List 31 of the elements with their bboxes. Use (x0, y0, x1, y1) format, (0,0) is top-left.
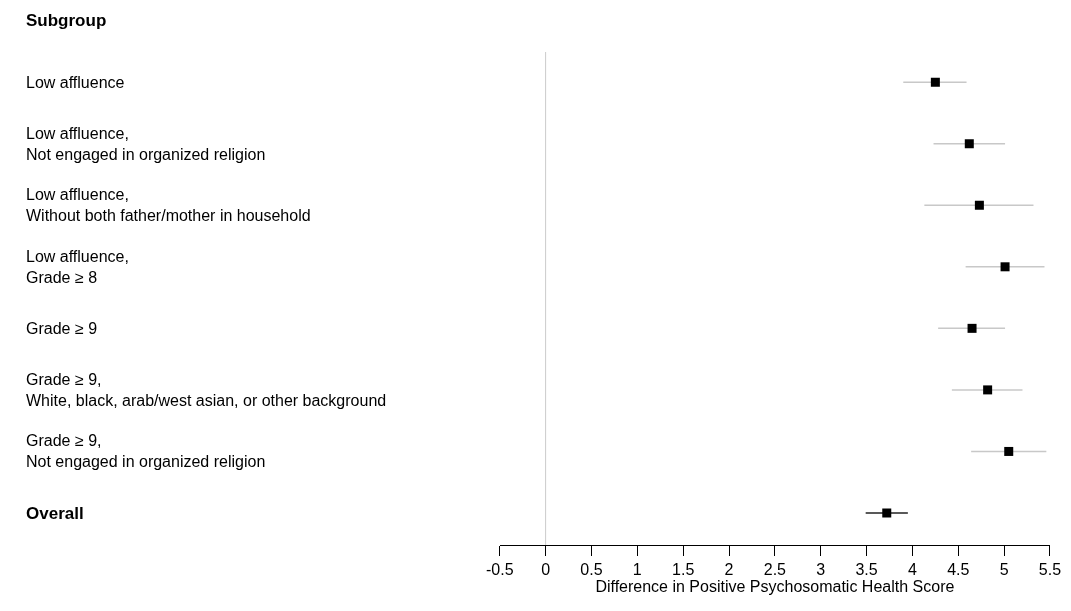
point (983, 385, 993, 395)
y-tick-label: Low affluence, Not engaged in organized religion (26, 125, 266, 163)
x-tick-label: 4 (907, 561, 917, 579)
x-tick-label: 3.5 (855, 561, 878, 579)
point (967, 323, 977, 333)
x-tick-label: 2.5 (763, 561, 787, 579)
point (930, 77, 940, 87)
x-axis-title: Difference in Positive Psychosomatic Health Score (595, 578, 955, 596)
x-tick-label: 5 (999, 561, 1009, 579)
x-tick-label: 1.5 (672, 561, 695, 579)
point (974, 200, 984, 210)
point (964, 139, 974, 149)
y-tick-label: Grade ≥ 9, White, black, arab/west asian, or other background (26, 371, 387, 409)
y-tick-label: Grade ≥ 9, Not engaged in organized religion (26, 432, 266, 470)
point (1004, 446, 1014, 456)
x-tick-label: 0.5 (580, 561, 603, 579)
y-tick-label: Low affluence, Without both father/mother in household (26, 186, 311, 224)
y-tick-label: Low affluence, Grade ≥ 8 (26, 248, 129, 286)
text: Subgroup (26, 11, 107, 30)
x-tick-label: 1 (632, 561, 642, 579)
x-tick-label: 3 (816, 561, 826, 579)
point (1000, 262, 1010, 272)
x-tick-label: 4.5 (947, 561, 970, 579)
y-tick-label: Grade ≥ 9 (26, 320, 98, 337)
x-tick-label: 0 (541, 561, 551, 579)
x-tick-label: 5.5 (1038, 561, 1062, 579)
x-tick-label: -0.5 (485, 561, 514, 579)
y-tick-label: Overall (26, 504, 84, 523)
y-tick-label: Low affluence (26, 74, 125, 91)
point (882, 508, 892, 518)
x-tick-label: 2 (724, 561, 734, 579)
